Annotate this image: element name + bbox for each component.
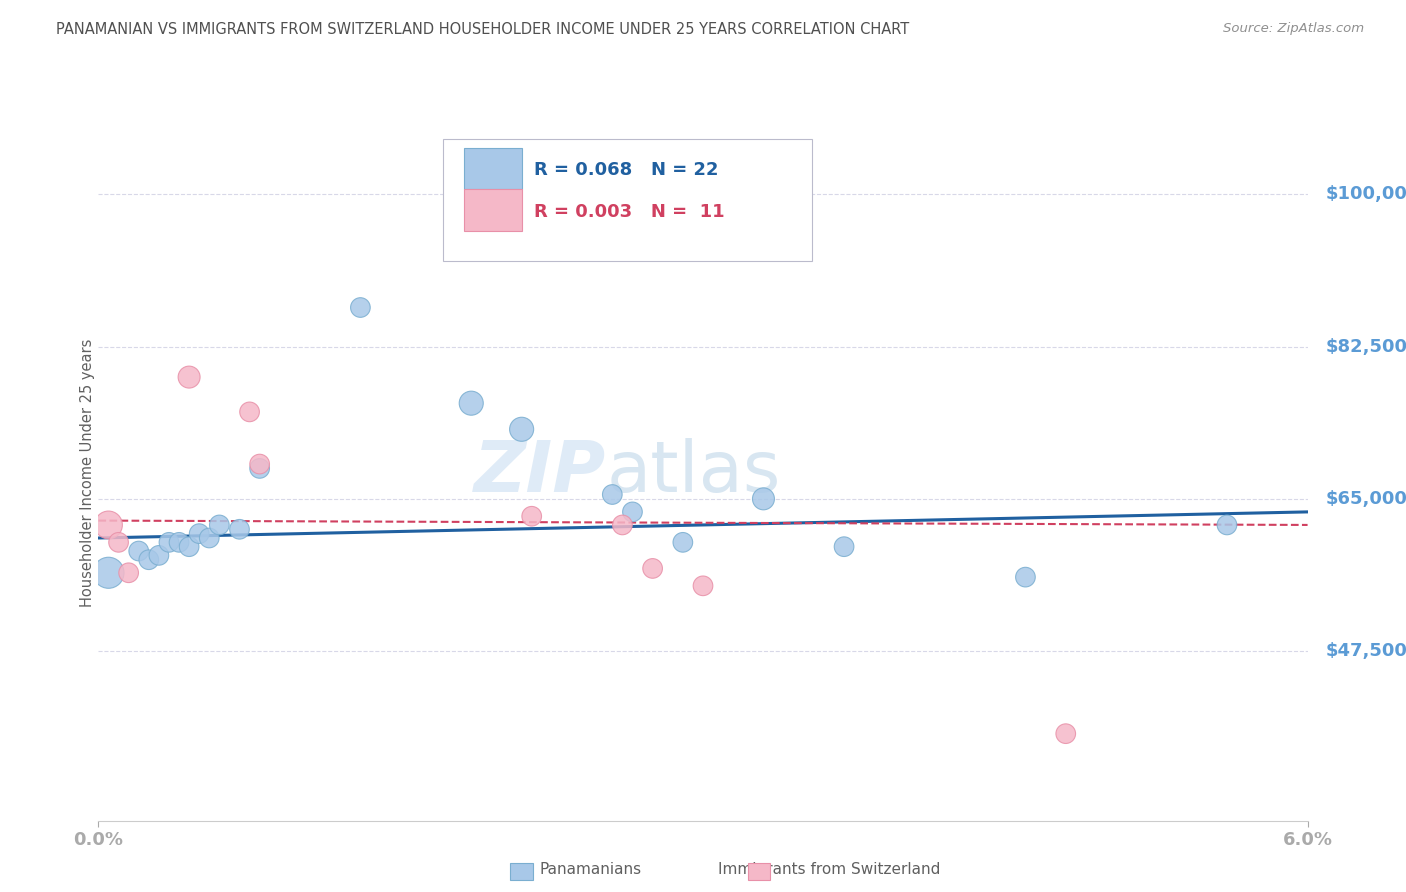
Point <box>128 544 150 558</box>
Point <box>1014 570 1036 584</box>
Point <box>97 517 120 532</box>
Point <box>692 579 714 593</box>
Text: ZIP: ZIP <box>474 438 606 508</box>
Point <box>179 540 201 554</box>
Point <box>349 301 371 315</box>
Point <box>107 535 129 549</box>
Point <box>188 526 211 541</box>
FancyBboxPatch shape <box>443 139 811 260</box>
Point <box>832 540 855 554</box>
Point <box>138 552 160 567</box>
Point <box>167 535 190 549</box>
Point <box>1216 517 1239 532</box>
Text: $100,000: $100,000 <box>1326 186 1406 203</box>
Text: Immigrants from Switzerland: Immigrants from Switzerland <box>718 863 941 877</box>
Text: $82,500: $82,500 <box>1326 338 1406 356</box>
Point <box>97 566 120 580</box>
Y-axis label: Householder Income Under 25 years: Householder Income Under 25 years <box>80 339 94 607</box>
Text: R = 0.068   N = 22: R = 0.068 N = 22 <box>534 161 718 179</box>
Text: atlas: atlas <box>606 438 780 508</box>
Point <box>249 461 271 475</box>
Point <box>148 549 170 563</box>
Point <box>157 535 180 549</box>
FancyBboxPatch shape <box>464 147 522 189</box>
Point <box>228 522 250 536</box>
Point <box>208 517 231 532</box>
Point <box>198 531 221 545</box>
Point <box>612 517 634 532</box>
Point <box>239 405 262 419</box>
Point <box>1054 726 1077 740</box>
Text: $65,000: $65,000 <box>1326 490 1406 508</box>
Point <box>249 457 271 471</box>
Point <box>460 396 482 410</box>
Text: Source: ZipAtlas.com: Source: ZipAtlas.com <box>1223 22 1364 36</box>
Point <box>752 491 775 506</box>
Point <box>510 422 533 436</box>
Text: PANAMANIAN VS IMMIGRANTS FROM SWITZERLAND HOUSEHOLDER INCOME UNDER 25 YEARS CORR: PANAMANIAN VS IMMIGRANTS FROM SWITZERLAN… <box>56 22 910 37</box>
Point <box>621 505 644 519</box>
FancyBboxPatch shape <box>464 189 522 231</box>
Point <box>600 487 623 501</box>
Text: $47,500: $47,500 <box>1326 642 1406 660</box>
Point <box>641 561 664 575</box>
Text: R = 0.003   N =  11: R = 0.003 N = 11 <box>534 202 724 221</box>
Point <box>179 370 201 384</box>
Point <box>118 566 141 580</box>
Point <box>672 535 695 549</box>
Text: Panamanians: Panamanians <box>540 863 641 877</box>
Point <box>520 509 543 524</box>
